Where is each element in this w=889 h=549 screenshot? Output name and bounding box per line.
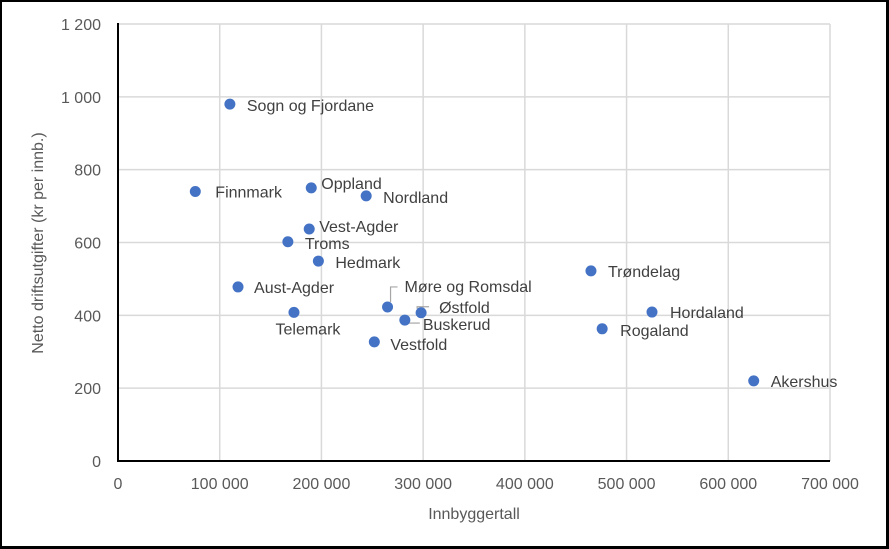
y-tick-label: 1 200 (61, 17, 101, 34)
data-point-marker (232, 281, 244, 293)
label-leader-line (389, 286, 398, 302)
y-tick-label: 400 (74, 308, 101, 325)
label-leader-line (416, 306, 430, 309)
y-tick-label: 600 (74, 236, 101, 253)
data-point-marker (189, 186, 201, 198)
x-tick-label: 400 000 (496, 476, 554, 493)
data-point-label: Vestfold (390, 337, 447, 354)
data-point-marker (368, 336, 380, 348)
data-points (189, 98, 760, 387)
y-tick-label: 200 (74, 381, 101, 398)
data-point-marker (399, 314, 411, 326)
data-point-label: Østfold (439, 300, 490, 317)
data-point-marker (312, 255, 324, 267)
data-point-label: Nordland (383, 190, 448, 207)
data-point-label: Finnmark (215, 185, 283, 202)
data-point-label: Rogaland (620, 323, 689, 340)
x-tick-label: 300 000 (394, 476, 452, 493)
data-point-marker (360, 190, 372, 202)
data-point-label: Troms (305, 236, 350, 253)
gridlines (118, 23, 831, 461)
data-point-label: Hedmark (335, 255, 401, 272)
y-axis-ticks: 0 200 400 600 800 1 000 1 200 (61, 17, 101, 471)
leader-lines (389, 286, 430, 324)
y-tick-label: 1 000 (61, 90, 101, 107)
data-point-marker (303, 223, 315, 235)
data-point-label: Akershus (771, 374, 838, 391)
data-point-marker (288, 306, 300, 318)
data-point-marker (224, 98, 236, 110)
x-tick-label: 200 000 (293, 476, 351, 493)
data-point-label: Telemark (276, 321, 342, 338)
data-point-marker (282, 236, 294, 248)
x-tick-label: 500 000 (598, 476, 656, 493)
x-tick-label: 100 000 (191, 476, 249, 493)
data-point-label: Oppland (321, 176, 382, 193)
data-point-label: Aust-Agder (254, 280, 335, 297)
data-point-label: Sogn og Fjordane (247, 98, 374, 115)
data-point-marker (646, 306, 658, 318)
data-point-label: Møre og Romsdal (405, 279, 532, 296)
data-point-label: Vest-Agder (319, 219, 399, 236)
axes (117, 23, 830, 462)
x-tick-label: 0 (114, 476, 123, 493)
data-point-label: Hordaland (670, 305, 744, 322)
data-point-marker (748, 375, 760, 387)
data-point-marker (585, 265, 597, 277)
y-tick-label: 800 (74, 163, 101, 180)
data-point-marker (305, 182, 317, 194)
x-tick-label: 600 000 (699, 476, 757, 493)
x-axis-ticks: 0 100 000 200 000 300 000 400 000 500 000 600 … (114, 476, 859, 493)
y-axis-title: Netto driftsutgifter (kr per innb.) (30, 132, 47, 353)
x-axis-title: Innbyggertall (428, 506, 520, 523)
data-point-marker (596, 323, 608, 335)
data-point-label: Buskerud (423, 317, 491, 334)
data-point-label: Trøndelag (608, 264, 680, 281)
data-point-marker (382, 301, 394, 313)
data-point-marker (415, 307, 427, 319)
y-tick-label: 0 (92, 454, 101, 471)
x-tick-label: 700 000 (801, 476, 859, 493)
